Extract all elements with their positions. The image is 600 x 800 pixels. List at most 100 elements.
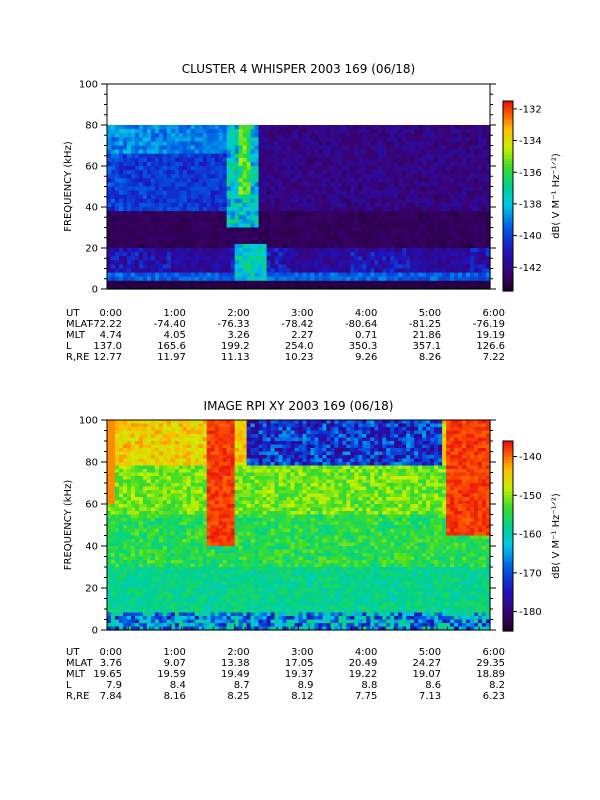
spectrogram-cell	[118, 472, 124, 477]
spectrogram-cell	[382, 186, 387, 192]
spectrogram-cell	[370, 129, 375, 134]
spectrogram-cell	[278, 182, 284, 188]
spectrogram-cell	[122, 170, 128, 175]
spectrogram-cell	[386, 174, 391, 179]
spectrogram-cell	[446, 235, 451, 241]
spectrogram-cell	[210, 202, 216, 208]
spectrogram-cell	[382, 211, 387, 216]
spectrogram-cell	[270, 235, 276, 241]
spectrogram-cell	[162, 448, 168, 453]
spectrogram-cell	[434, 149, 439, 155]
spectrogram-cell	[414, 235, 419, 241]
spectrogram-cell	[458, 161, 463, 167]
spectrogram-cell	[130, 493, 136, 498]
spectrogram-cell	[114, 465, 120, 470]
spectrogram-cell	[234, 260, 240, 265]
spectrogram-cell	[346, 182, 351, 188]
spectrogram-cell	[134, 532, 140, 537]
spectrogram-cell	[178, 186, 184, 192]
spectrogram-cell	[286, 133, 292, 138]
spectrogram-cell	[134, 591, 140, 596]
spectrogram-cell	[146, 264, 152, 270]
spectrogram-cell	[214, 223, 220, 229]
spectrogram-cell	[206, 202, 212, 208]
spectrogram-cell	[430, 174, 435, 179]
spectrogram-cell	[107, 231, 112, 237]
colorbar-cell	[503, 120, 513, 124]
spectrogram-cell	[370, 182, 375, 188]
spectrogram-cell	[142, 518, 148, 523]
spectrogram-cell	[266, 252, 272, 257]
spectrogram-cell	[138, 574, 144, 579]
spectrogram-cell	[358, 219, 363, 224]
spectrogram-cell	[122, 619, 128, 624]
spectrogram-cell	[126, 441, 132, 446]
spectrogram-cell	[122, 532, 128, 537]
spectrogram-cell	[354, 227, 359, 233]
spectrogram-cell	[110, 462, 116, 467]
spectrogram-cell	[134, 518, 140, 523]
spectrogram-cell	[438, 137, 443, 142]
spectrogram-cell	[306, 231, 312, 237]
spectrogram-cell	[446, 166, 451, 171]
spectrogram-cell	[118, 264, 124, 270]
spectrogram-cell	[458, 190, 463, 196]
spectrogram-cell	[254, 194, 260, 200]
spectrogram-cell	[166, 227, 172, 233]
spectrogram-cell	[114, 243, 120, 249]
ephemeris-value-re: 9.26	[355, 352, 377, 363]
spectrogram-cell	[114, 598, 120, 603]
spectrogram-cell	[226, 141, 232, 147]
spectrogram-cell	[434, 223, 439, 229]
spectrogram-cell	[122, 149, 128, 155]
spectrogram-cell	[178, 153, 184, 159]
spectrogram-cell	[322, 223, 328, 229]
spectrogram-cell	[290, 161, 296, 167]
spectrogram-cell	[162, 476, 168, 481]
spectrogram-cell	[366, 166, 371, 171]
spectrogram-cell	[266, 161, 272, 167]
spectrogram-cell	[254, 190, 260, 196]
spectrogram-cell	[410, 219, 415, 224]
spectrogram-cell	[194, 153, 200, 159]
spectrogram-cell	[194, 157, 200, 163]
spectrogram-cell	[434, 272, 439, 278]
spectrogram-cell	[470, 145, 475, 151]
spectrogram-cell	[107, 272, 112, 278]
spectrogram-cell	[114, 507, 120, 512]
spectrogram-cell	[362, 239, 367, 245]
spectrogram-cell	[138, 458, 144, 463]
spectrogram-cell	[170, 194, 176, 200]
spectrogram-cell	[202, 276, 208, 282]
spectrogram-cell	[302, 207, 308, 212]
spectrogram-cell	[110, 560, 116, 565]
spectrogram-cell	[118, 619, 124, 624]
spectrogram-cell	[166, 546, 172, 551]
ephemeris-value-l: 126.6	[476, 341, 505, 352]
spectrogram-cell	[110, 574, 116, 579]
spectrogram-cell	[334, 194, 339, 200]
spectrogram-cell	[134, 493, 140, 498]
spectrogram-cell	[150, 133, 156, 138]
spectrogram-cell	[462, 161, 467, 167]
spectrogram-cell	[458, 211, 463, 216]
spectrogram-cell	[386, 252, 391, 257]
spectrogram-cell	[190, 153, 196, 159]
spectrogram-cell	[154, 542, 160, 547]
spectrogram-cell	[202, 235, 208, 241]
spectrogram-cell	[218, 198, 224, 204]
spectrogram-cell	[290, 166, 296, 171]
spectrogram-cell	[206, 198, 212, 204]
spectrogram-cell	[486, 280, 491, 286]
spectrogram-cell	[154, 194, 160, 200]
spectrogram-cell	[126, 248, 132, 253]
spectrogram-cell	[374, 161, 379, 167]
spectrogram-cell	[298, 215, 304, 220]
spectrogram-cell	[434, 133, 439, 138]
spectrogram-cell	[134, 525, 140, 530]
spectrogram-cell	[342, 280, 347, 286]
spectrogram-cell	[130, 145, 136, 151]
colorbar-cell	[503, 243, 513, 248]
spectrogram-cell	[290, 211, 296, 216]
